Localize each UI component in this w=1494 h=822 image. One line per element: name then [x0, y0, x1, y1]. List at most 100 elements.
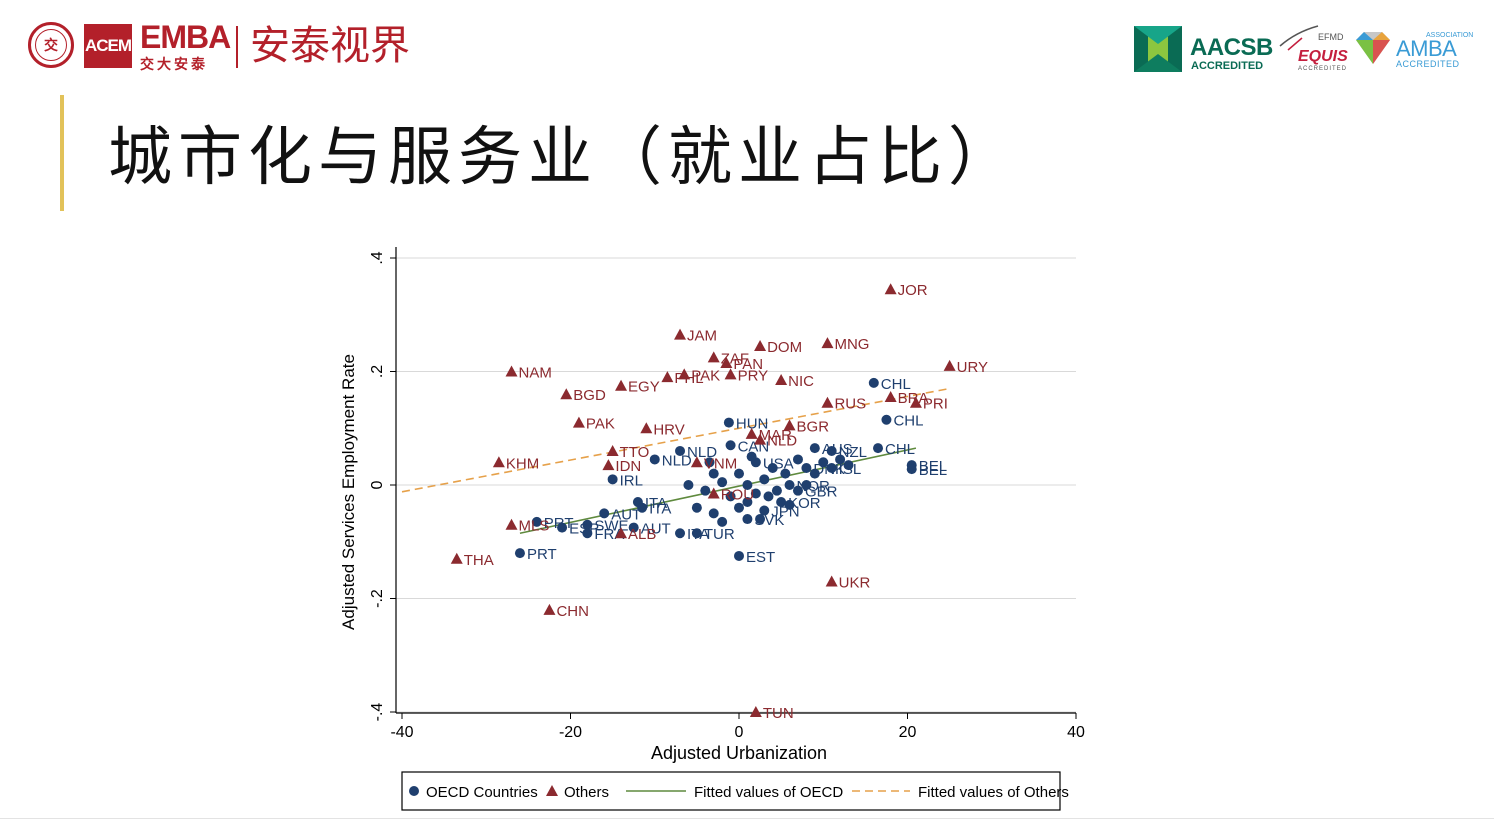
point-others: [707, 351, 720, 363]
brand-title: 安泰视界: [250, 23, 410, 69]
point-oecd: [784, 499, 795, 510]
point-oecd: [734, 502, 744, 513]
legend-label: Others: [564, 784, 609, 801]
point-oecd: [763, 491, 774, 502]
equis-sub: ACCREDITED: [1298, 66, 1348, 72]
point-label: TUN: [763, 705, 794, 722]
point-label: IRL: [620, 472, 643, 489]
x-tick-label: 0: [735, 724, 744, 741]
point-others: [690, 456, 703, 468]
point-oecd: [582, 528, 593, 539]
point-others: [720, 356, 733, 368]
point-oecd: [750, 488, 761, 499]
point-oecd: [759, 474, 770, 485]
point-others: [674, 328, 687, 340]
point-others: [943, 359, 956, 371]
point-label: BRA: [898, 390, 929, 407]
point-oecd: [708, 468, 719, 479]
point-oecd: [637, 502, 648, 513]
point-oecd: [704, 457, 715, 468]
point-others: [821, 396, 834, 408]
point-label: UKR: [839, 574, 871, 591]
point-oecd: [723, 417, 734, 428]
amba-assoc-label: ASSOCIATION: [1426, 32, 1474, 39]
point-oecd: [725, 491, 736, 502]
point-oecd: [717, 516, 728, 527]
point-oecd: [742, 497, 753, 508]
point-label: KHM: [506, 455, 539, 472]
point-oecd: [906, 464, 917, 475]
point-label: PAK: [586, 416, 615, 433]
point-oecd: [708, 508, 719, 519]
point-label: MAR: [759, 427, 793, 444]
amba-name: AMBA: [1396, 36, 1457, 61]
y-tick-label: .4: [369, 251, 386, 264]
point-label: IDN: [615, 458, 641, 475]
point-label: CHL: [885, 441, 915, 458]
point-others: [661, 371, 674, 383]
point-label: THA: [464, 552, 494, 569]
legend: OECD Countries Others Fitted values of OEC…: [401, 771, 1069, 811]
point-oecd: [873, 443, 884, 454]
point-label: URY: [957, 359, 988, 376]
point-label: PRT: [527, 546, 557, 563]
x-tick-label: -20: [559, 724, 582, 741]
point-oecd: [683, 480, 694, 490]
point-others: [754, 339, 767, 351]
brand-divider: [236, 26, 238, 68]
point-label: ITA: [649, 501, 671, 518]
point-label: EGY: [628, 379, 660, 396]
point-others: [543, 603, 556, 615]
equis-swoosh-icon: [1279, 25, 1319, 51]
point-label: BEL: [919, 458, 947, 475]
footer-divider: [0, 818, 1494, 819]
point-oecd: [725, 440, 736, 451]
aacsb-sub: ACCREDITED: [1191, 60, 1264, 72]
point-label: TTO: [620, 444, 650, 461]
point-others: [560, 388, 573, 400]
point-others: [450, 552, 463, 564]
point-oecd: [792, 485, 803, 496]
point-others: [492, 456, 505, 468]
point-oecd: [792, 454, 803, 465]
grid-layer: [396, 257, 1076, 713]
point-label: BEL: [919, 462, 947, 479]
point-others: [745, 427, 758, 439]
x-axis-title: Adjusted Urbanization: [651, 743, 827, 763]
point-oecd: [691, 528, 702, 539]
point-label: FRA: [594, 526, 624, 543]
legend-label: Fitted values of OECD: [694, 784, 843, 801]
amba-sub: ACCREDITED: [1396, 59, 1460, 69]
point-label: AUS: [822, 441, 853, 458]
point-label: AUT: [641, 521, 671, 538]
point-oecd: [628, 522, 639, 533]
point-oecd: [514, 548, 525, 559]
point-oecd: [607, 474, 618, 485]
y-axis-title: Adjusted Services Employment Rate: [339, 354, 358, 630]
point-label: JOR: [898, 282, 928, 299]
point-oecd: [843, 460, 854, 471]
point-oecd: [881, 414, 892, 425]
acem-logo: ACEM: [84, 24, 132, 68]
point-label: MNG: [834, 336, 869, 353]
legend-label: Fitted values of Others: [918, 784, 1069, 801]
point-oecd: [826, 462, 837, 473]
point-label: BGD: [573, 387, 606, 404]
point-label: CHL: [881, 376, 911, 393]
point-label: NZL: [839, 444, 867, 461]
point-oecd: [599, 508, 610, 519]
point-others: [505, 518, 518, 530]
point-oecd: [734, 468, 744, 479]
y-tick-label: 0: [369, 480, 386, 489]
fitted-line-others: [401, 387, 950, 493]
point-label: CHL: [893, 413, 923, 430]
seal-char: 交: [44, 38, 58, 54]
point-oecd: [675, 528, 686, 539]
point-label: CHN: [556, 603, 589, 620]
aacsb-name: AACSB: [1190, 34, 1273, 61]
legend-box: [401, 771, 1061, 811]
point-oecd: [734, 550, 744, 561]
point-oecd: [809, 443, 820, 454]
point-oecd: [868, 377, 879, 388]
y-tick-label: -.2: [369, 589, 386, 608]
